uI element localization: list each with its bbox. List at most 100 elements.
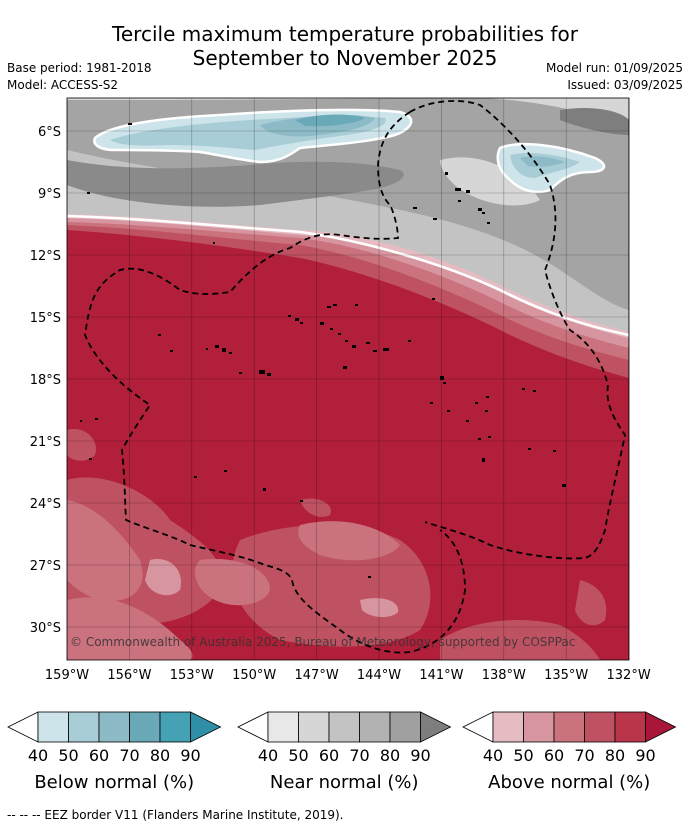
map-frame bbox=[66, 97, 630, 661]
above-patch-8 bbox=[360, 598, 399, 618]
legend-color-box bbox=[328, 711, 360, 743]
above-patch-3 bbox=[67, 597, 193, 660]
legend-color-box bbox=[523, 711, 555, 743]
legend-tick-label: 80 bbox=[150, 746, 170, 765]
legend-tick-label: 40 bbox=[483, 746, 503, 765]
title-line-2: September to November 2025 bbox=[192, 46, 498, 70]
lat-tick-label: 6°S bbox=[38, 125, 61, 140]
model-run: Model run: 01/09/2025 bbox=[545, 61, 683, 75]
legend-tick-label: 50 bbox=[288, 746, 308, 765]
legend-tick-label: 90 bbox=[635, 746, 655, 765]
base-period: Base period: 1981-2018 bbox=[7, 61, 152, 75]
lat-tick-label: 18°S bbox=[30, 373, 61, 388]
legend-color-box bbox=[37, 711, 69, 743]
legend-tick-label: 80 bbox=[605, 746, 625, 765]
above-patch-6 bbox=[195, 559, 270, 606]
legend-tick-label: 40 bbox=[258, 746, 278, 765]
above-patch-9 bbox=[440, 620, 600, 660]
above-patch-12 bbox=[67, 429, 96, 461]
legend-color-box bbox=[68, 711, 100, 743]
legend-high-arrow bbox=[420, 711, 452, 743]
probability-field bbox=[67, 98, 629, 660]
lon-tick-label: 150°W bbox=[232, 668, 276, 683]
legend-high-arrow bbox=[190, 711, 222, 743]
lon-tick-label: 147°W bbox=[295, 668, 339, 683]
legend-tick-label: 70 bbox=[119, 746, 139, 765]
below-band-70-east bbox=[520, 156, 565, 167]
lat-tick-label: 21°S bbox=[30, 435, 61, 450]
tercile-boundary bbox=[67, 214, 629, 337]
near-band-90 bbox=[560, 108, 629, 135]
below-normal-legend: 40 50 60 70 80 90 Below normal (%) bbox=[7, 711, 222, 793]
lat-tick-label: 24°S bbox=[30, 497, 61, 512]
legend-tick-label: 40 bbox=[28, 746, 48, 765]
eez-borders bbox=[84, 100, 626, 654]
legend-tick-label: 50 bbox=[58, 746, 78, 765]
legend-tick-label: 70 bbox=[349, 746, 369, 765]
lon-tick-label: 144°W bbox=[357, 668, 401, 683]
lon-tick-label: 132°W bbox=[607, 668, 651, 683]
legend-title: Below normal (%) bbox=[34, 772, 194, 793]
legend-color-box bbox=[389, 711, 421, 743]
lon-tick-label: 138°W bbox=[482, 668, 526, 683]
lon-tick-label: 156°W bbox=[107, 668, 151, 683]
eez-line-2 bbox=[84, 111, 466, 654]
near-band-50 bbox=[67, 98, 629, 130]
legend-tick-label: 70 bbox=[574, 746, 594, 765]
legend-tick-label: 60 bbox=[544, 746, 564, 765]
lat-tick-label: 27°S bbox=[30, 559, 61, 574]
legend-tick-label: 60 bbox=[319, 746, 339, 765]
legend-color-box bbox=[492, 711, 524, 743]
legend-tick-label: 90 bbox=[410, 746, 430, 765]
legend-color-box bbox=[584, 711, 616, 743]
above-patch-10 bbox=[575, 580, 607, 626]
legend-tick-label: 90 bbox=[180, 746, 200, 765]
lon-tick-label: 141°W bbox=[419, 668, 463, 683]
title-line-1: Tercile maximum temperature probabilitie… bbox=[112, 22, 578, 46]
lat-tick-label: 30°S bbox=[30, 621, 61, 636]
legend-tick-label: 60 bbox=[89, 746, 109, 765]
legend-color-box bbox=[129, 711, 161, 743]
map-title: Tercile maximum temperature probabilitie… bbox=[0, 22, 690, 70]
lat-tick-label: 15°S bbox=[30, 311, 61, 326]
legend-tick-label: 80 bbox=[380, 746, 400, 765]
graticule bbox=[67, 98, 629, 660]
lon-tick-label: 135°W bbox=[544, 668, 588, 683]
latitude-axis: 6°S 9°S 12°S 15°S 18°S 21°S 24°S 27°S 30°S bbox=[30, 125, 61, 636]
near-band-80 bbox=[67, 160, 404, 207]
near-band-50b bbox=[440, 157, 540, 206]
eez-footnote: -- -- -- EEZ border V11 (Flanders Marine… bbox=[7, 808, 344, 822]
lat-tick-label: 12°S bbox=[30, 249, 61, 264]
legend-low-arrow bbox=[462, 711, 494, 743]
lon-tick-label: 153°W bbox=[170, 668, 214, 683]
issued-date: Issued: 03/09/2025 bbox=[567, 78, 683, 92]
longitude-axis: 159°W 156°W 153°W 150°W 147°W 144°W 141°W 138°W… bbox=[45, 668, 651, 683]
meta-left: Base period: 1981-2018 Model: ACCESS-S2 bbox=[7, 60, 152, 94]
above-patch-11 bbox=[300, 498, 331, 517]
islands bbox=[80, 123, 566, 578]
legend-low-arrow bbox=[237, 711, 269, 743]
legend-title: Near normal (%) bbox=[270, 772, 419, 793]
legend-color-box bbox=[553, 711, 585, 743]
model-name: Model: ACCESS-S2 bbox=[7, 78, 119, 92]
legend-title: Above normal (%) bbox=[488, 772, 650, 793]
legend-color-box bbox=[159, 711, 191, 743]
legend-color-box bbox=[298, 711, 330, 743]
legend-color-box bbox=[98, 711, 130, 743]
legend-tick-label: 50 bbox=[513, 746, 533, 765]
near-normal-legend: 40 50 60 70 80 90 Near normal (%) bbox=[237, 711, 452, 793]
legend-high-arrow bbox=[645, 711, 677, 743]
legend-low-arrow bbox=[7, 711, 39, 743]
legends: 40 50 60 70 80 90 Below normal (%) 40 50 60 70 80 90… bbox=[7, 711, 677, 793]
below-band-80 bbox=[295, 114, 365, 127]
copyright-text: © Commonwealth of Australia 2025, Bureau… bbox=[70, 635, 575, 649]
above-patch-2 bbox=[67, 500, 143, 601]
above-patch-5 bbox=[298, 521, 400, 561]
meta-right: Model run: 01/09/2025 Issued: 03/09/2025 bbox=[546, 60, 683, 94]
eez-line-1 bbox=[409, 100, 626, 560]
lat-tick-label: 9°S bbox=[38, 187, 61, 202]
legend-color-box bbox=[267, 711, 299, 743]
legend-color-box bbox=[614, 711, 646, 743]
above-patch-7 bbox=[145, 559, 181, 596]
